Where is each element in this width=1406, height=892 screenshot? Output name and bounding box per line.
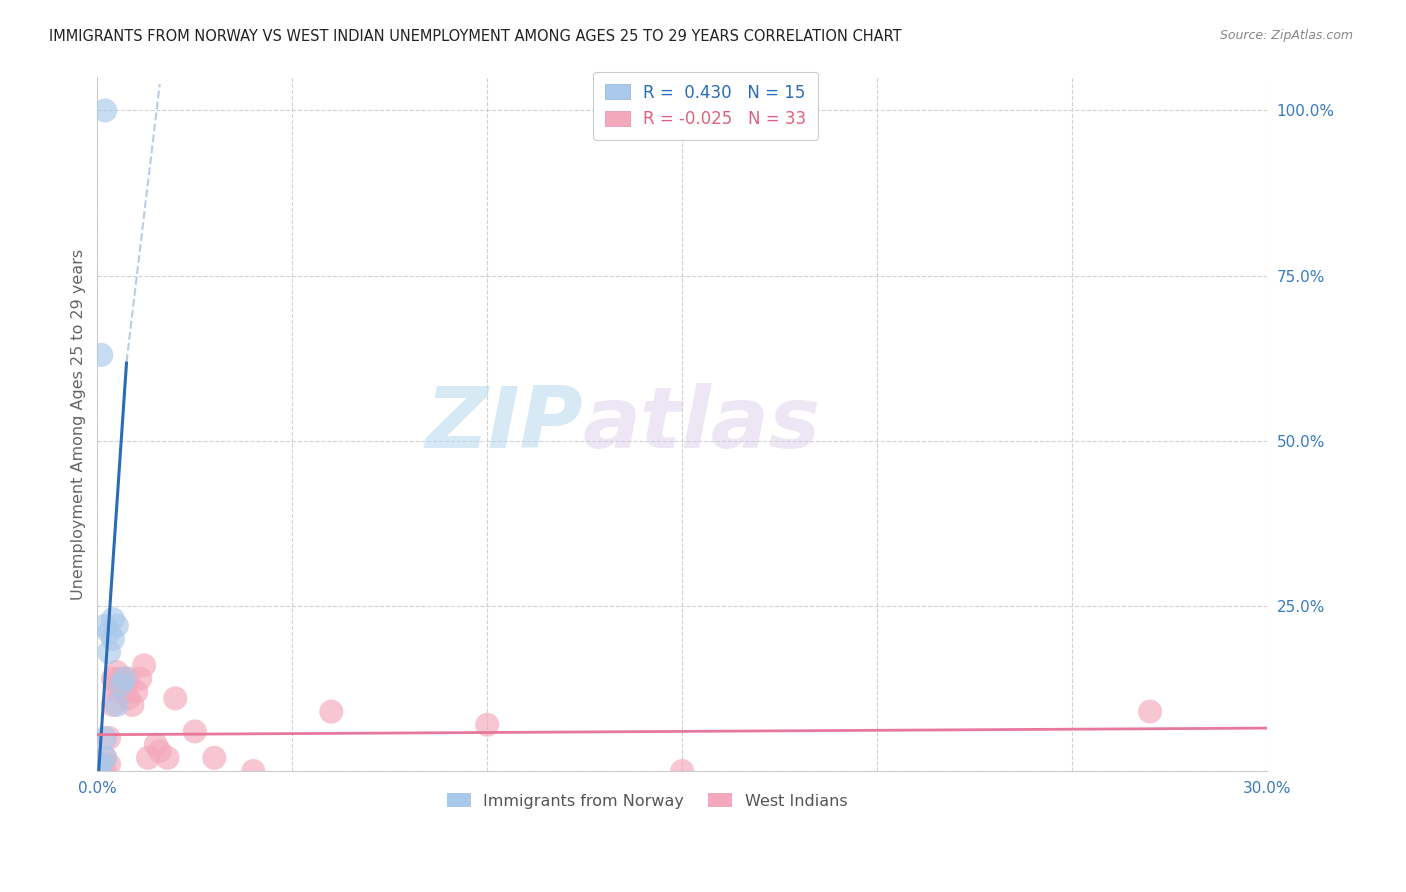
Point <box>90 764 112 778</box>
Point <box>94 618 117 632</box>
Point <box>90 757 112 772</box>
Point <box>671 764 693 778</box>
Point <box>89 761 111 775</box>
Point <box>90 757 112 772</box>
Point <box>114 685 136 699</box>
Point <box>136 751 159 765</box>
Point <box>242 764 264 778</box>
Point <box>321 705 343 719</box>
Point <box>184 724 207 739</box>
Point <box>125 685 148 699</box>
Point <box>121 698 143 712</box>
Point <box>165 691 187 706</box>
Point <box>101 612 124 626</box>
Point <box>105 678 128 692</box>
Point <box>477 718 499 732</box>
Text: atlas: atlas <box>582 383 821 466</box>
Point <box>98 757 121 772</box>
Point <box>98 645 121 659</box>
Point <box>94 103 117 118</box>
Point <box>110 672 132 686</box>
Point <box>105 618 128 632</box>
Point <box>134 658 156 673</box>
Point <box>90 348 112 362</box>
Point <box>101 698 124 712</box>
Point <box>129 672 152 686</box>
Point <box>105 665 128 679</box>
Point <box>101 672 124 686</box>
Point <box>110 678 132 692</box>
Point <box>94 731 117 745</box>
Point <box>117 672 139 686</box>
Point <box>114 672 136 686</box>
Point <box>98 625 121 640</box>
Text: Source: ZipAtlas.com: Source: ZipAtlas.com <box>1219 29 1353 42</box>
Point <box>145 738 167 752</box>
Point <box>94 764 117 778</box>
Point <box>117 691 139 706</box>
Text: IMMIGRANTS FROM NORWAY VS WEST INDIAN UNEMPLOYMENT AMONG AGES 25 TO 29 YEARS COR: IMMIGRANTS FROM NORWAY VS WEST INDIAN UN… <box>49 29 901 44</box>
Point <box>98 731 121 745</box>
Point <box>94 751 117 765</box>
Point <box>101 632 124 646</box>
Point <box>1139 705 1161 719</box>
Y-axis label: Unemployment Among Ages 25 to 29 years: Unemployment Among Ages 25 to 29 years <box>72 249 86 599</box>
Point <box>156 751 179 765</box>
Text: ZIP: ZIP <box>425 383 582 466</box>
Point <box>202 751 225 765</box>
Point <box>105 685 128 699</box>
Point <box>94 751 117 765</box>
Point <box>110 678 132 692</box>
Point <box>149 744 172 758</box>
Point <box>105 698 128 712</box>
Point <box>89 764 111 778</box>
Legend: Immigrants from Norway, West Indians: Immigrants from Norway, West Indians <box>440 787 853 815</box>
